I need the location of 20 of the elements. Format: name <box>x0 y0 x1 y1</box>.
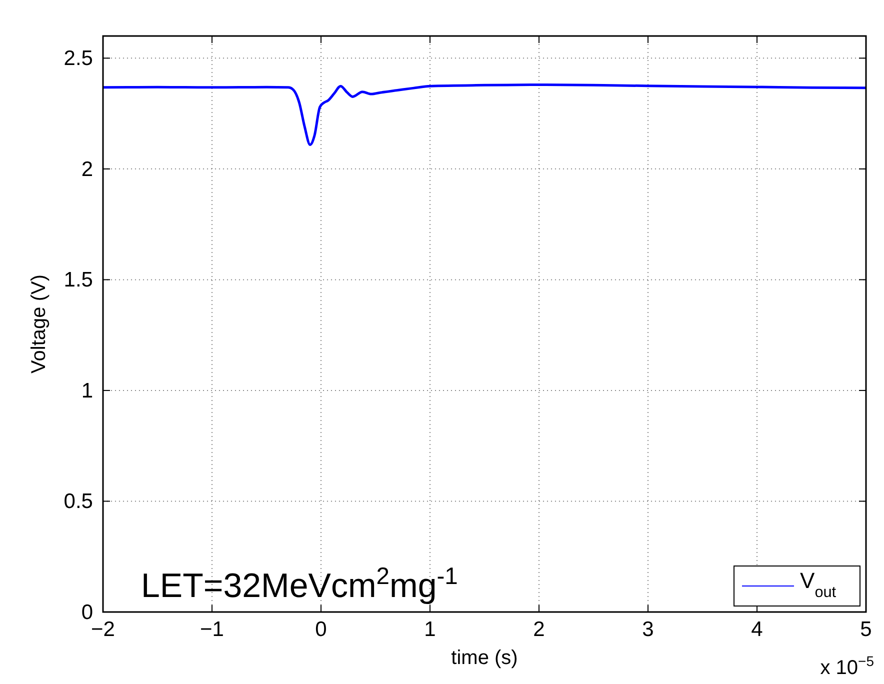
x-tick-label: 2 <box>533 618 545 641</box>
line-series <box>103 83 866 146</box>
y-tick-label: 2.5 <box>64 47 93 70</box>
text: x 10$^{−5}$ <box>820 653 874 679</box>
x-tick-label: 3 <box>642 618 654 641</box>
y-axis-title: Voltage (V) <box>28 274 50 374</box>
y-tick-label: 2 <box>81 158 93 181</box>
y-tick-label: 0 <box>81 601 93 624</box>
y-tick-label: 1.5 <box>64 268 93 292</box>
legend-label: V$_{out}$ <box>800 568 837 600</box>
annotation: LET=32MeVcm$^{2}$mg$^{-1}$ <box>141 562 458 605</box>
x-axis-title: time (s) <box>451 647 518 669</box>
x-tick-label: 0 <box>315 618 327 641</box>
x-tick-label: −2 <box>91 618 115 641</box>
x-tick-label: 5 <box>860 618 872 641</box>
x-tick-label: 1 <box>424 618 436 641</box>
y-tick-label: 1 <box>81 379 93 402</box>
x-tick-label: 4 <box>751 618 764 641</box>
x-tick-label: −1 <box>200 618 224 641</box>
y-tick-label: 0.5 <box>64 490 93 514</box>
